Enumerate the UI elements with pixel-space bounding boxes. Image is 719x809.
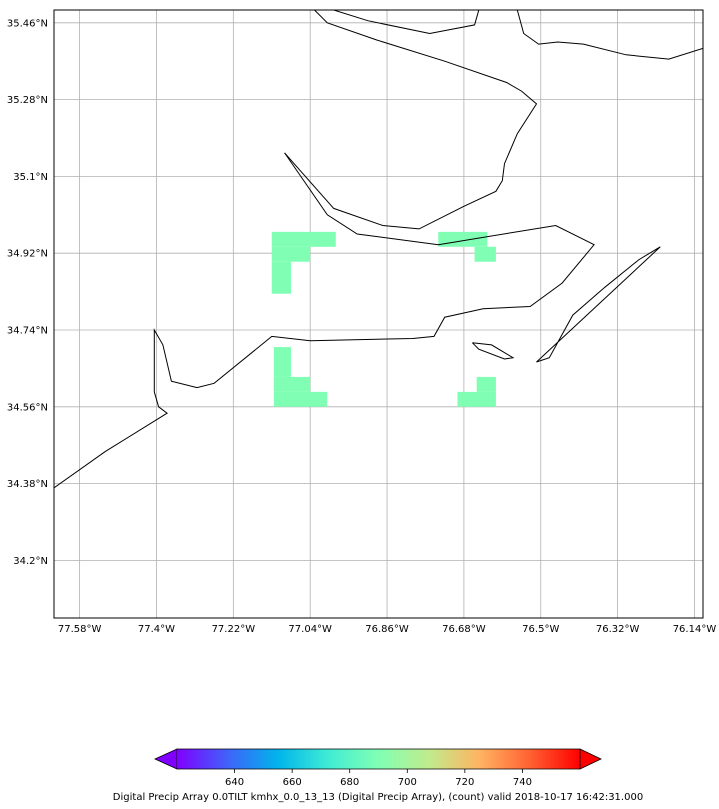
precip-cells <box>271 231 496 407</box>
lon-label: 76.5°W <box>522 624 559 635</box>
precip-cell <box>271 261 291 294</box>
colorbar-tick-label: 700 <box>398 777 417 788</box>
lat-label: 35.28°N <box>7 95 48 106</box>
precip-cell <box>457 391 496 407</box>
colorbar-gradient <box>177 749 580 769</box>
colorbar-tick-label: 740 <box>513 777 532 788</box>
latitude-labels: 35.46°N 35.28°N 35.1°N 34.92°N 34.74°N 34.56°… <box>7 18 48 567</box>
precip-cell <box>273 391 328 407</box>
precip-cell <box>273 376 311 392</box>
longitude-labels: 77.58°W 77.4°W 77.22°W 77.04°W 76.86°W 76.68°… <box>58 624 716 635</box>
colorbar-tick-label: 720 <box>455 777 474 788</box>
coastline <box>472 342 515 360</box>
lon-label: 77.4°W <box>138 624 175 635</box>
lat-label: 34.2°N <box>13 556 48 567</box>
precip-cell <box>271 246 311 262</box>
coastlines <box>54 10 703 489</box>
lat-label: 34.56°N <box>7 402 48 413</box>
precip-cell <box>438 231 488 247</box>
coastline <box>536 246 661 363</box>
precip-cell <box>476 376 496 392</box>
colorbar-tick-label: 660 <box>283 777 302 788</box>
lon-label: 76.86°W <box>365 624 409 635</box>
lat-label: 35.1°N <box>13 172 48 183</box>
lon-label: 77.04°W <box>288 624 332 635</box>
coastline <box>284 10 538 230</box>
colorbar-low-extension <box>154 748 178 770</box>
lat-label: 34.38°N <box>7 479 48 490</box>
coastline <box>54 152 595 489</box>
precip-cell <box>273 347 291 377</box>
precip-cell <box>271 231 336 247</box>
colorbar-tick-label: 680 <box>340 777 359 788</box>
lon-label: 76.68°W <box>442 624 486 635</box>
coastline <box>333 10 480 35</box>
lon-label: 76.14°W <box>673 624 717 635</box>
map-frame <box>53 9 704 619</box>
colorbar-high-extension <box>579 748 602 770</box>
map-gridlines <box>54 10 703 618</box>
lon-label: 76.32°W <box>596 624 640 635</box>
colorbar-caption: Digital Precip Array 0.0TILT kmhx_0.0_13… <box>113 792 643 803</box>
lat-label: 34.92°N <box>7 249 48 260</box>
colorbar-tick-label: 640 <box>225 777 244 788</box>
lat-label: 34.74°N <box>7 326 48 337</box>
lon-label: 77.58°W <box>58 624 102 635</box>
lat-label: 35.46°N <box>7 18 48 29</box>
precip-cell <box>474 246 496 262</box>
colorbar: 640 660 680 700 720 740 Digital Precip Array … <box>113 748 643 803</box>
lon-label: 77.22°W <box>212 624 256 635</box>
coastline <box>516 10 703 60</box>
colorbar-ticks: 640 660 680 700 720 740 <box>225 769 532 788</box>
